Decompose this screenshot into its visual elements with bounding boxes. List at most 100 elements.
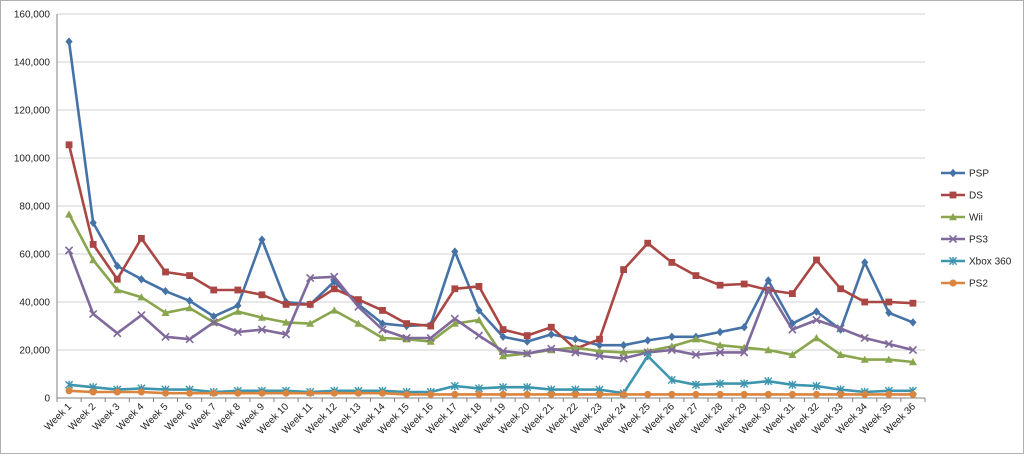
legend-item: PSP: [941, 169, 989, 180]
data-point: [764, 390, 772, 398]
data-point: [499, 332, 507, 341]
data-point: [498, 383, 508, 392]
data-point: [113, 261, 121, 271]
y-tick-label: 100,000: [14, 154, 51, 165]
data-point: [949, 213, 957, 221]
data-point: [65, 387, 73, 395]
data-point: [740, 348, 749, 357]
data-point: [764, 346, 773, 354]
data-point: [161, 332, 170, 341]
data-point: [378, 334, 387, 342]
data-point: [909, 390, 917, 398]
data-point: [571, 348, 580, 357]
data-point: [499, 326, 507, 333]
data-point: [547, 390, 555, 398]
data-point: [210, 286, 218, 294]
data-point: [498, 347, 508, 356]
series-xbox-360: [64, 351, 918, 398]
data-point: [668, 332, 676, 341]
series-ps2: [65, 387, 917, 398]
data-point: [306, 273, 315, 283]
data-point: [909, 318, 917, 327]
data-point: [137, 388, 145, 396]
series-line: [67, 41, 914, 347]
data-point: [258, 235, 266, 244]
legend-label: PSP: [969, 169, 989, 180]
data-point: [451, 390, 459, 398]
data-point: [595, 347, 604, 355]
data-point: [788, 319, 796, 328]
data-point: [692, 272, 700, 279]
data-point: [282, 389, 290, 397]
data-point: [354, 300, 362, 309]
y-tick-label: 140,000: [14, 58, 51, 69]
legend-label: Wii: [969, 213, 983, 224]
data-point: [474, 316, 483, 324]
data-point: [185, 304, 194, 312]
data-point: [571, 335, 579, 344]
data-point: [595, 351, 604, 361]
data-point: [595, 341, 604, 350]
legend-item: Wii: [941, 213, 983, 224]
data-point: [113, 388, 121, 396]
data-point: [427, 322, 435, 330]
data-point: [161, 287, 170, 296]
series-line: [67, 144, 914, 351]
y-tick-label: 60,000: [19, 250, 50, 261]
data-point: [692, 390, 700, 398]
data-point: [691, 380, 701, 389]
data-point: [596, 390, 603, 398]
data-point: [837, 390, 845, 398]
data-point: [475, 306, 483, 315]
data-point: [64, 246, 74, 255]
data-point: [644, 390, 652, 398]
data-point: [257, 325, 267, 334]
data-point: [233, 327, 242, 337]
data-point: [354, 296, 362, 303]
data-point: [764, 285, 773, 295]
axes: [56, 14, 926, 402]
data-point: [948, 256, 958, 266]
y-tick-label: 20,000: [19, 346, 50, 357]
series-ds: [65, 141, 917, 353]
series-line: [67, 249, 914, 360]
data-point: [740, 323, 748, 332]
legend-label: PS2: [969, 279, 988, 290]
data-point: [643, 351, 652, 361]
data-point: [861, 258, 869, 267]
data-point: [234, 389, 242, 397]
data-point: [908, 358, 917, 366]
data-point: [885, 390, 893, 398]
data-point: [716, 327, 724, 337]
data-point: [499, 352, 508, 360]
data-point: [715, 379, 725, 388]
data-point: [186, 296, 194, 305]
data-point: [210, 312, 218, 321]
data-point: [234, 286, 242, 294]
data-point: [909, 299, 917, 307]
data-point: [65, 37, 73, 46]
data-point: [330, 306, 339, 314]
y-tick-label: 120,000: [14, 106, 51, 117]
data-point: [949, 279, 957, 287]
legend-item: PS3: [941, 235, 988, 246]
data-point: [210, 389, 218, 397]
data-point: [812, 315, 821, 325]
gridlines: [57, 13, 925, 399]
data-point: [812, 307, 821, 316]
data-point: [571, 343, 580, 351]
data-point: [668, 259, 676, 266]
series-ps3: [64, 246, 918, 363]
legend: PSP DS Wii PS3 Xbox 360 PS2: [941, 169, 1012, 290]
data-point: [860, 355, 869, 363]
data-point: [523, 349, 532, 358]
data-point: [908, 345, 918, 355]
data-point: [764, 276, 772, 285]
y-tick-label: 160,000: [14, 10, 51, 21]
data-point: [161, 308, 170, 316]
data-point: [523, 332, 531, 339]
data-point: [209, 318, 218, 327]
